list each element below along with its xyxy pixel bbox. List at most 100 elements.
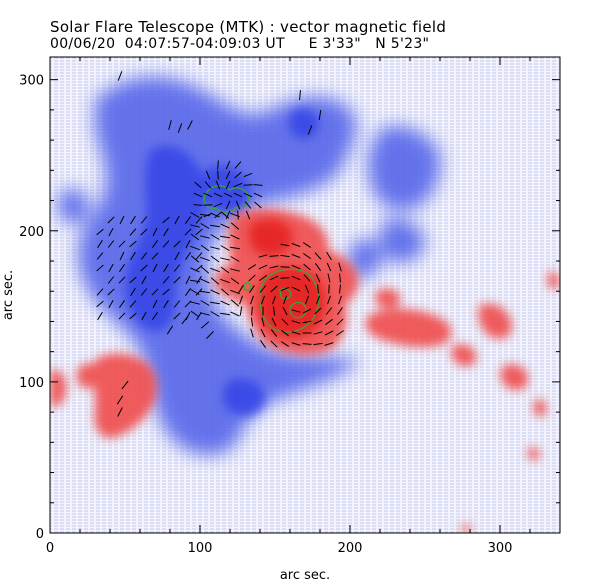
field-vector	[118, 312, 126, 320]
field-vector	[325, 318, 333, 326]
field-vector	[250, 328, 254, 338]
field-vector	[107, 288, 115, 296]
field-vector	[258, 264, 268, 270]
field-vector	[129, 228, 137, 236]
field-vector	[225, 200, 231, 210]
field-vector	[234, 171, 242, 179]
field-vector	[213, 192, 223, 198]
field-vector	[195, 216, 203, 224]
field-vector	[225, 170, 231, 180]
field-vector	[261, 317, 265, 327]
field-vector	[119, 215, 125, 225]
field-vector	[270, 285, 278, 293]
field-vector	[130, 287, 136, 297]
field-vector	[206, 331, 214, 339]
field-vector	[190, 255, 200, 263]
field-vector	[141, 311, 147, 321]
field-vector	[173, 312, 181, 320]
field-vector	[195, 264, 203, 272]
field-vector	[96, 300, 104, 308]
field-vector	[195, 228, 203, 236]
field-vector	[314, 307, 322, 315]
field-vector	[220, 288, 230, 296]
field-vector	[303, 274, 311, 282]
field-vector	[230, 299, 240, 307]
field-vector	[247, 264, 257, 270]
field-vector	[173, 300, 181, 308]
field-vector	[190, 245, 200, 251]
field-vector	[230, 246, 240, 250]
field-vector	[338, 262, 342, 272]
field-vector	[162, 216, 170, 224]
field-vector	[271, 317, 277, 327]
field-vector	[281, 318, 289, 326]
field-vector	[200, 278, 210, 284]
field-vector	[225, 210, 231, 220]
field-vector	[152, 299, 158, 309]
field-vector	[121, 380, 129, 390]
field-vector	[97, 239, 103, 249]
field-vector	[162, 276, 170, 284]
field-vector	[210, 255, 220, 263]
field-vector	[336, 330, 344, 336]
field-vector	[260, 328, 266, 338]
field-vector	[305, 295, 309, 305]
field-vector	[251, 306, 253, 316]
field-vector	[291, 286, 301, 292]
field-vector	[96, 228, 104, 236]
field-vector	[291, 242, 301, 248]
field-vector	[238, 284, 244, 294]
field-vector	[302, 320, 312, 324]
field-vector	[174, 215, 180, 225]
field-vector	[260, 340, 266, 348]
field-vector	[107, 216, 115, 224]
field-vector	[220, 278, 230, 284]
field-vector	[196, 275, 202, 285]
field-vector	[200, 321, 210, 329]
field-vector	[96, 264, 104, 272]
field-vector	[184, 252, 192, 260]
field-vector	[249, 285, 255, 293]
field-vector	[185, 239, 191, 249]
field-vector	[140, 228, 148, 236]
field-vector	[210, 234, 220, 240]
field-vector	[163, 299, 169, 309]
field-vector	[151, 312, 159, 320]
field-vector	[203, 192, 213, 198]
field-vector	[280, 277, 290, 279]
field-vector	[96, 288, 104, 296]
field-vector	[210, 289, 220, 295]
field-vector	[220, 300, 230, 306]
field-vector	[162, 240, 170, 248]
field-vector	[210, 301, 220, 305]
field-vector	[314, 252, 322, 260]
field-vector	[190, 212, 200, 218]
y-axis-label: arc sec.	[1, 270, 16, 320]
field-vector	[200, 256, 210, 262]
field-vector	[205, 170, 211, 180]
field-vector	[108, 263, 114, 273]
axis-ticks	[49, 57, 561, 534]
field-vector	[280, 243, 290, 247]
field-vector	[117, 407, 123, 417]
field-vector	[163, 227, 169, 237]
field-vector	[200, 213, 210, 217]
field-vector	[217, 160, 219, 170]
field-vector	[107, 276, 115, 284]
field-vector	[326, 262, 332, 272]
x-tick-label-0: 0	[46, 541, 54, 556]
field-vector	[259, 285, 267, 293]
field-vector	[184, 288, 192, 296]
field-vector	[304, 284, 310, 294]
field-vector	[239, 306, 243, 316]
field-vector	[230, 311, 240, 317]
field-vector	[195, 288, 203, 296]
field-vector	[327, 295, 331, 305]
field-vector	[140, 252, 148, 260]
field-vector	[259, 274, 267, 282]
field-vector	[234, 161, 242, 169]
field-vector	[272, 306, 276, 316]
field-vector	[190, 310, 200, 318]
field-vector	[152, 227, 158, 237]
y-tick-label-200: 200	[19, 225, 44, 240]
